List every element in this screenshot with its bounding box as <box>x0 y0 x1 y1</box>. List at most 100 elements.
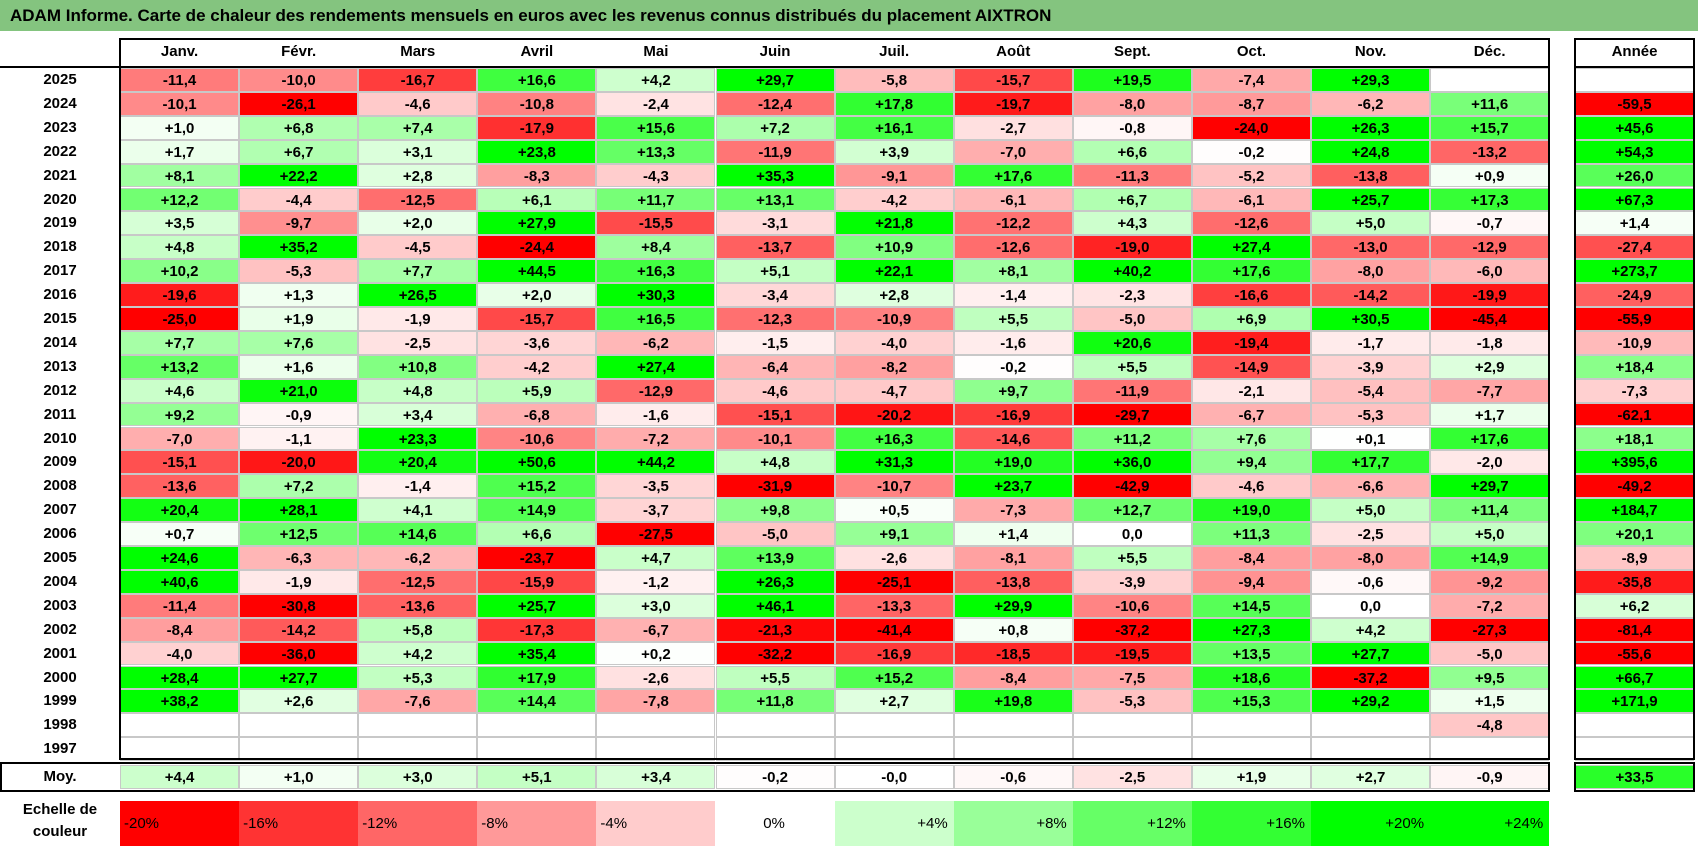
heatmap-cell: +27,9 <box>477 211 597 236</box>
heatmap-cell: -5,0 <box>715 522 835 546</box>
year-label: 2006 <box>43 525 77 543</box>
heatmap-cell: -17,9 <box>477 115 597 140</box>
heatmap-cell: -23,7 <box>477 546 597 570</box>
average-cell: +5,1 <box>477 765 597 789</box>
heatmap-cell: -7,7 <box>1430 378 1550 403</box>
year-label: 2001 <box>43 644 77 662</box>
heatmap-cell: +17,6 <box>1430 426 1550 451</box>
heatmap-cell: -27,3 <box>1430 617 1550 642</box>
heatmap-cell: +40,2 <box>1072 259 1192 284</box>
heatmap-cell: -4,5 <box>358 235 478 260</box>
heatmap-cell: +6,8 <box>239 115 359 140</box>
annual-cell: +273,7 <box>1575 259 1694 284</box>
heatmap-cell: -13,8 <box>953 569 1073 594</box>
heatmap-cell: -25,0 <box>120 307 240 331</box>
heatmap-cell: +27,7 <box>1311 641 1431 666</box>
heatmap-cell: 0,0 <box>1311 593 1431 618</box>
year-label: 2003 <box>43 596 77 614</box>
heatmap-cell: -8,0 <box>1311 259 1431 284</box>
color-scale-step: +12% <box>1072 801 1192 846</box>
year-label: 2022 <box>43 142 77 160</box>
average-cell: +1,0 <box>239 765 359 789</box>
heatmap-cell: +17,7 <box>1311 450 1431 475</box>
year-label: 2014 <box>43 333 77 351</box>
year-label: 2016 <box>43 286 77 304</box>
heatmap-cell <box>953 737 1073 762</box>
heatmap-cell: -6,2 <box>358 546 478 570</box>
heatmap-cell: -1,5 <box>715 330 835 355</box>
heatmap-cell: -13,6 <box>120 474 240 499</box>
heatmap-cell: +1,7 <box>1430 402 1550 427</box>
heatmap-cell: +6,6 <box>477 522 597 546</box>
heatmap-cell: +5,0 <box>1430 522 1550 546</box>
heatmap-cell: -3,7 <box>596 498 716 523</box>
heatmap-cell: +27,4 <box>1191 235 1311 260</box>
average-cell: +4,4 <box>120 765 240 789</box>
heatmap-cell: +27,7 <box>239 665 359 690</box>
heatmap-cell: +11,3 <box>1191 522 1311 546</box>
heatmap-cell: -15,1 <box>715 402 835 427</box>
average-cell: +3,0 <box>358 765 478 789</box>
heatmap-cell: +0,8 <box>953 617 1073 642</box>
heatmap-cell: +44,2 <box>596 450 716 475</box>
heatmap-cell: +21,0 <box>239 378 359 403</box>
heatmap-cell: +5,0 <box>1311 498 1431 523</box>
heatmap-cell: +0,1 <box>1311 426 1431 451</box>
heatmap-cell: -4,0 <box>120 641 240 666</box>
year-label: 1999 <box>43 692 77 710</box>
heatmap-cell: -7,4 <box>1191 68 1311 92</box>
heatmap-cell: +44,5 <box>477 259 597 284</box>
heatmap-cell: +9,7 <box>953 378 1073 403</box>
heatmap-cell: +2,8 <box>834 283 954 307</box>
heatmap-cell <box>1311 737 1431 762</box>
year-label: 2002 <box>43 620 77 638</box>
heatmap-cell: +8,1 <box>953 259 1073 284</box>
year-label: 2024 <box>43 94 77 112</box>
month-header: Août <box>996 43 1031 60</box>
heatmap-cell: -4,3 <box>596 163 716 188</box>
heatmap-cell: +5,9 <box>477 378 597 403</box>
annual-cell: -59,5 <box>1575 91 1694 116</box>
heatmap-cell: +14,4 <box>477 689 597 714</box>
heatmap-cell: +12,5 <box>239 522 359 546</box>
heatmap-cell: -2,3 <box>1072 283 1192 307</box>
heatmap-cell: +5,1 <box>715 259 835 284</box>
heatmap-cell: +6,7 <box>1072 187 1192 212</box>
heatmap-cell: +7,6 <box>239 330 359 355</box>
heatmap-cell: -12,9 <box>1430 235 1550 260</box>
heatmap-cell: -15,9 <box>477 569 597 594</box>
heatmap-cell: -8,1 <box>953 546 1073 570</box>
heatmap-cell: +19,0 <box>953 450 1073 475</box>
heatmap-cell: +35,3 <box>715 163 835 188</box>
heatmap-cell: +0,2 <box>596 641 716 666</box>
heatmap-cell <box>120 713 240 738</box>
heatmap-cell: -12,5 <box>358 569 478 594</box>
heatmap-cell: -10,7 <box>834 474 954 499</box>
heatmap-cell: +19,0 <box>1191 498 1311 523</box>
year-label: 1997 <box>43 740 77 758</box>
year-label: 2004 <box>43 572 77 590</box>
heatmap-cell: +13,9 <box>715 546 835 570</box>
heatmap-cell: +23,8 <box>477 139 597 164</box>
heatmap-cell: -8,4 <box>120 617 240 642</box>
heatmap-cell: +9,8 <box>715 498 835 523</box>
heatmap-cell: -19,4 <box>1191 330 1311 355</box>
heatmap-cell: -12,9 <box>596 378 716 403</box>
average-cell: -0,2 <box>715 765 835 789</box>
heatmap-cell: -5,0 <box>1072 307 1192 331</box>
heatmap-cell <box>1191 713 1311 738</box>
heatmap-cell: -6,7 <box>1191 402 1311 427</box>
heatmap-cell: -12,4 <box>715 91 835 116</box>
heatmap-cell: -17,3 <box>477 617 597 642</box>
annual-header: Année <box>1611 43 1658 60</box>
heatmap-cell: -3,5 <box>596 474 716 499</box>
heatmap-cell: +15,2 <box>834 665 954 690</box>
year-label: 2020 <box>43 190 77 208</box>
heatmap-cell: +15,6 <box>596 115 716 140</box>
heatmap-cell: +26,3 <box>715 569 835 594</box>
heatmap-cell: +15,2 <box>477 474 597 499</box>
heatmap-cell: +7,4 <box>358 115 478 140</box>
heatmap-cell: -12,6 <box>953 235 1073 260</box>
annual-cell: +395,6 <box>1575 450 1694 475</box>
year-label: 2025 <box>43 71 77 88</box>
